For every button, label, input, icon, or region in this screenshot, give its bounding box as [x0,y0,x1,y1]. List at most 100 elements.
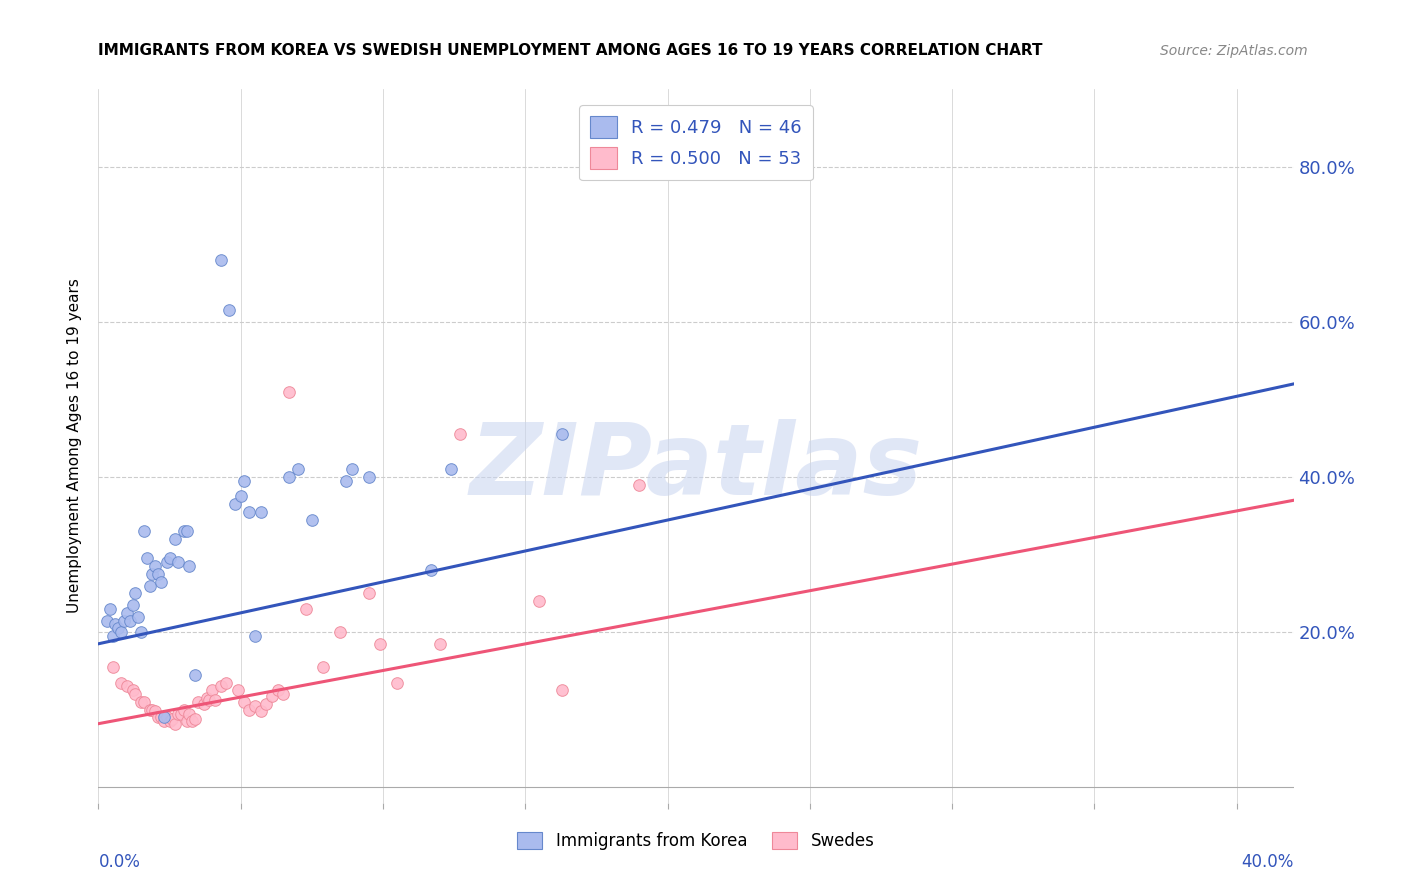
Point [193,697,215,711]
Point [184,668,207,682]
Point [98,602,121,616]
Point [368,637,391,651]
Point [115,606,138,620]
Point [141,703,163,717]
Point [429,637,451,651]
Point [150,574,173,589]
Point [148,710,170,724]
Point [335,474,357,488]
Point [115,680,138,694]
Point [204,693,226,707]
Point [357,470,380,484]
Point [135,551,157,566]
Point [254,697,277,711]
Point [124,687,146,701]
Point [121,683,143,698]
Point [551,683,574,698]
Point [138,703,160,717]
Point [278,470,301,484]
Point [104,617,127,632]
Point [173,524,195,539]
Point [243,629,266,643]
Point [165,532,187,546]
Point [551,427,574,442]
Point [143,704,166,718]
Point [101,660,124,674]
Point [159,714,181,729]
Point [243,698,266,713]
Point [529,594,551,608]
Point [287,462,309,476]
Point [167,555,190,569]
Text: Source: ZipAtlas.com: Source: ZipAtlas.com [1160,44,1308,58]
Point [121,598,143,612]
Point [209,680,232,694]
Point [215,675,238,690]
Point [357,586,380,600]
Point [249,704,271,718]
Point [229,490,252,504]
Point [159,551,181,566]
Point [218,303,240,318]
Point [201,683,224,698]
Point [112,614,135,628]
Point [238,505,260,519]
Point [179,559,201,574]
Point [340,462,363,476]
Point [173,703,195,717]
Point [150,710,173,724]
Point [170,706,193,721]
Point [107,621,129,635]
Point [440,462,463,476]
Legend: Immigrants from Korea, Swedes: Immigrants from Korea, Swedes [509,824,883,859]
Y-axis label: Unemployment Among Ages 16 to 19 years: Unemployment Among Ages 16 to 19 years [67,278,83,614]
Point [181,714,204,729]
Point [224,497,246,511]
Point [198,693,221,707]
Point [101,629,124,643]
Point [249,505,271,519]
Point [124,586,146,600]
Point [96,614,118,628]
Text: IMMIGRANTS FROM KOREA VS SWEDISH UNEMPLOYMENT AMONG AGES 16 TO 19 YEARS CORRELAT: IMMIGRANTS FROM KOREA VS SWEDISH UNEMPLO… [98,43,1043,58]
Point [312,660,335,674]
Point [148,566,170,581]
Point [132,524,155,539]
Point [232,695,254,709]
Point [162,712,184,726]
Point [449,427,471,442]
Point [110,625,132,640]
Text: 0.0%: 0.0% [98,853,141,871]
Point [267,683,290,698]
Point [153,714,176,729]
Point [129,695,152,709]
Point [209,252,232,267]
Point [184,712,207,726]
Point [329,625,352,640]
Point [385,675,409,690]
Point [143,559,166,574]
Point [273,687,295,701]
Point [156,555,179,569]
Point [278,384,301,399]
Point [187,695,209,709]
Point [295,602,318,616]
Point [165,716,187,731]
Point [238,703,260,717]
Point [167,706,190,721]
Point [129,625,152,640]
Point [141,566,163,581]
Text: ZIPatlas: ZIPatlas [470,419,922,516]
Point [153,710,176,724]
Point [179,706,201,721]
Point [628,477,651,491]
Point [127,609,149,624]
Point [132,695,155,709]
Point [118,614,141,628]
Point [232,474,254,488]
Text: 40.0%: 40.0% [1241,853,1294,871]
Point [420,563,443,577]
Point [195,691,218,706]
Point [110,675,132,690]
Point [156,710,179,724]
